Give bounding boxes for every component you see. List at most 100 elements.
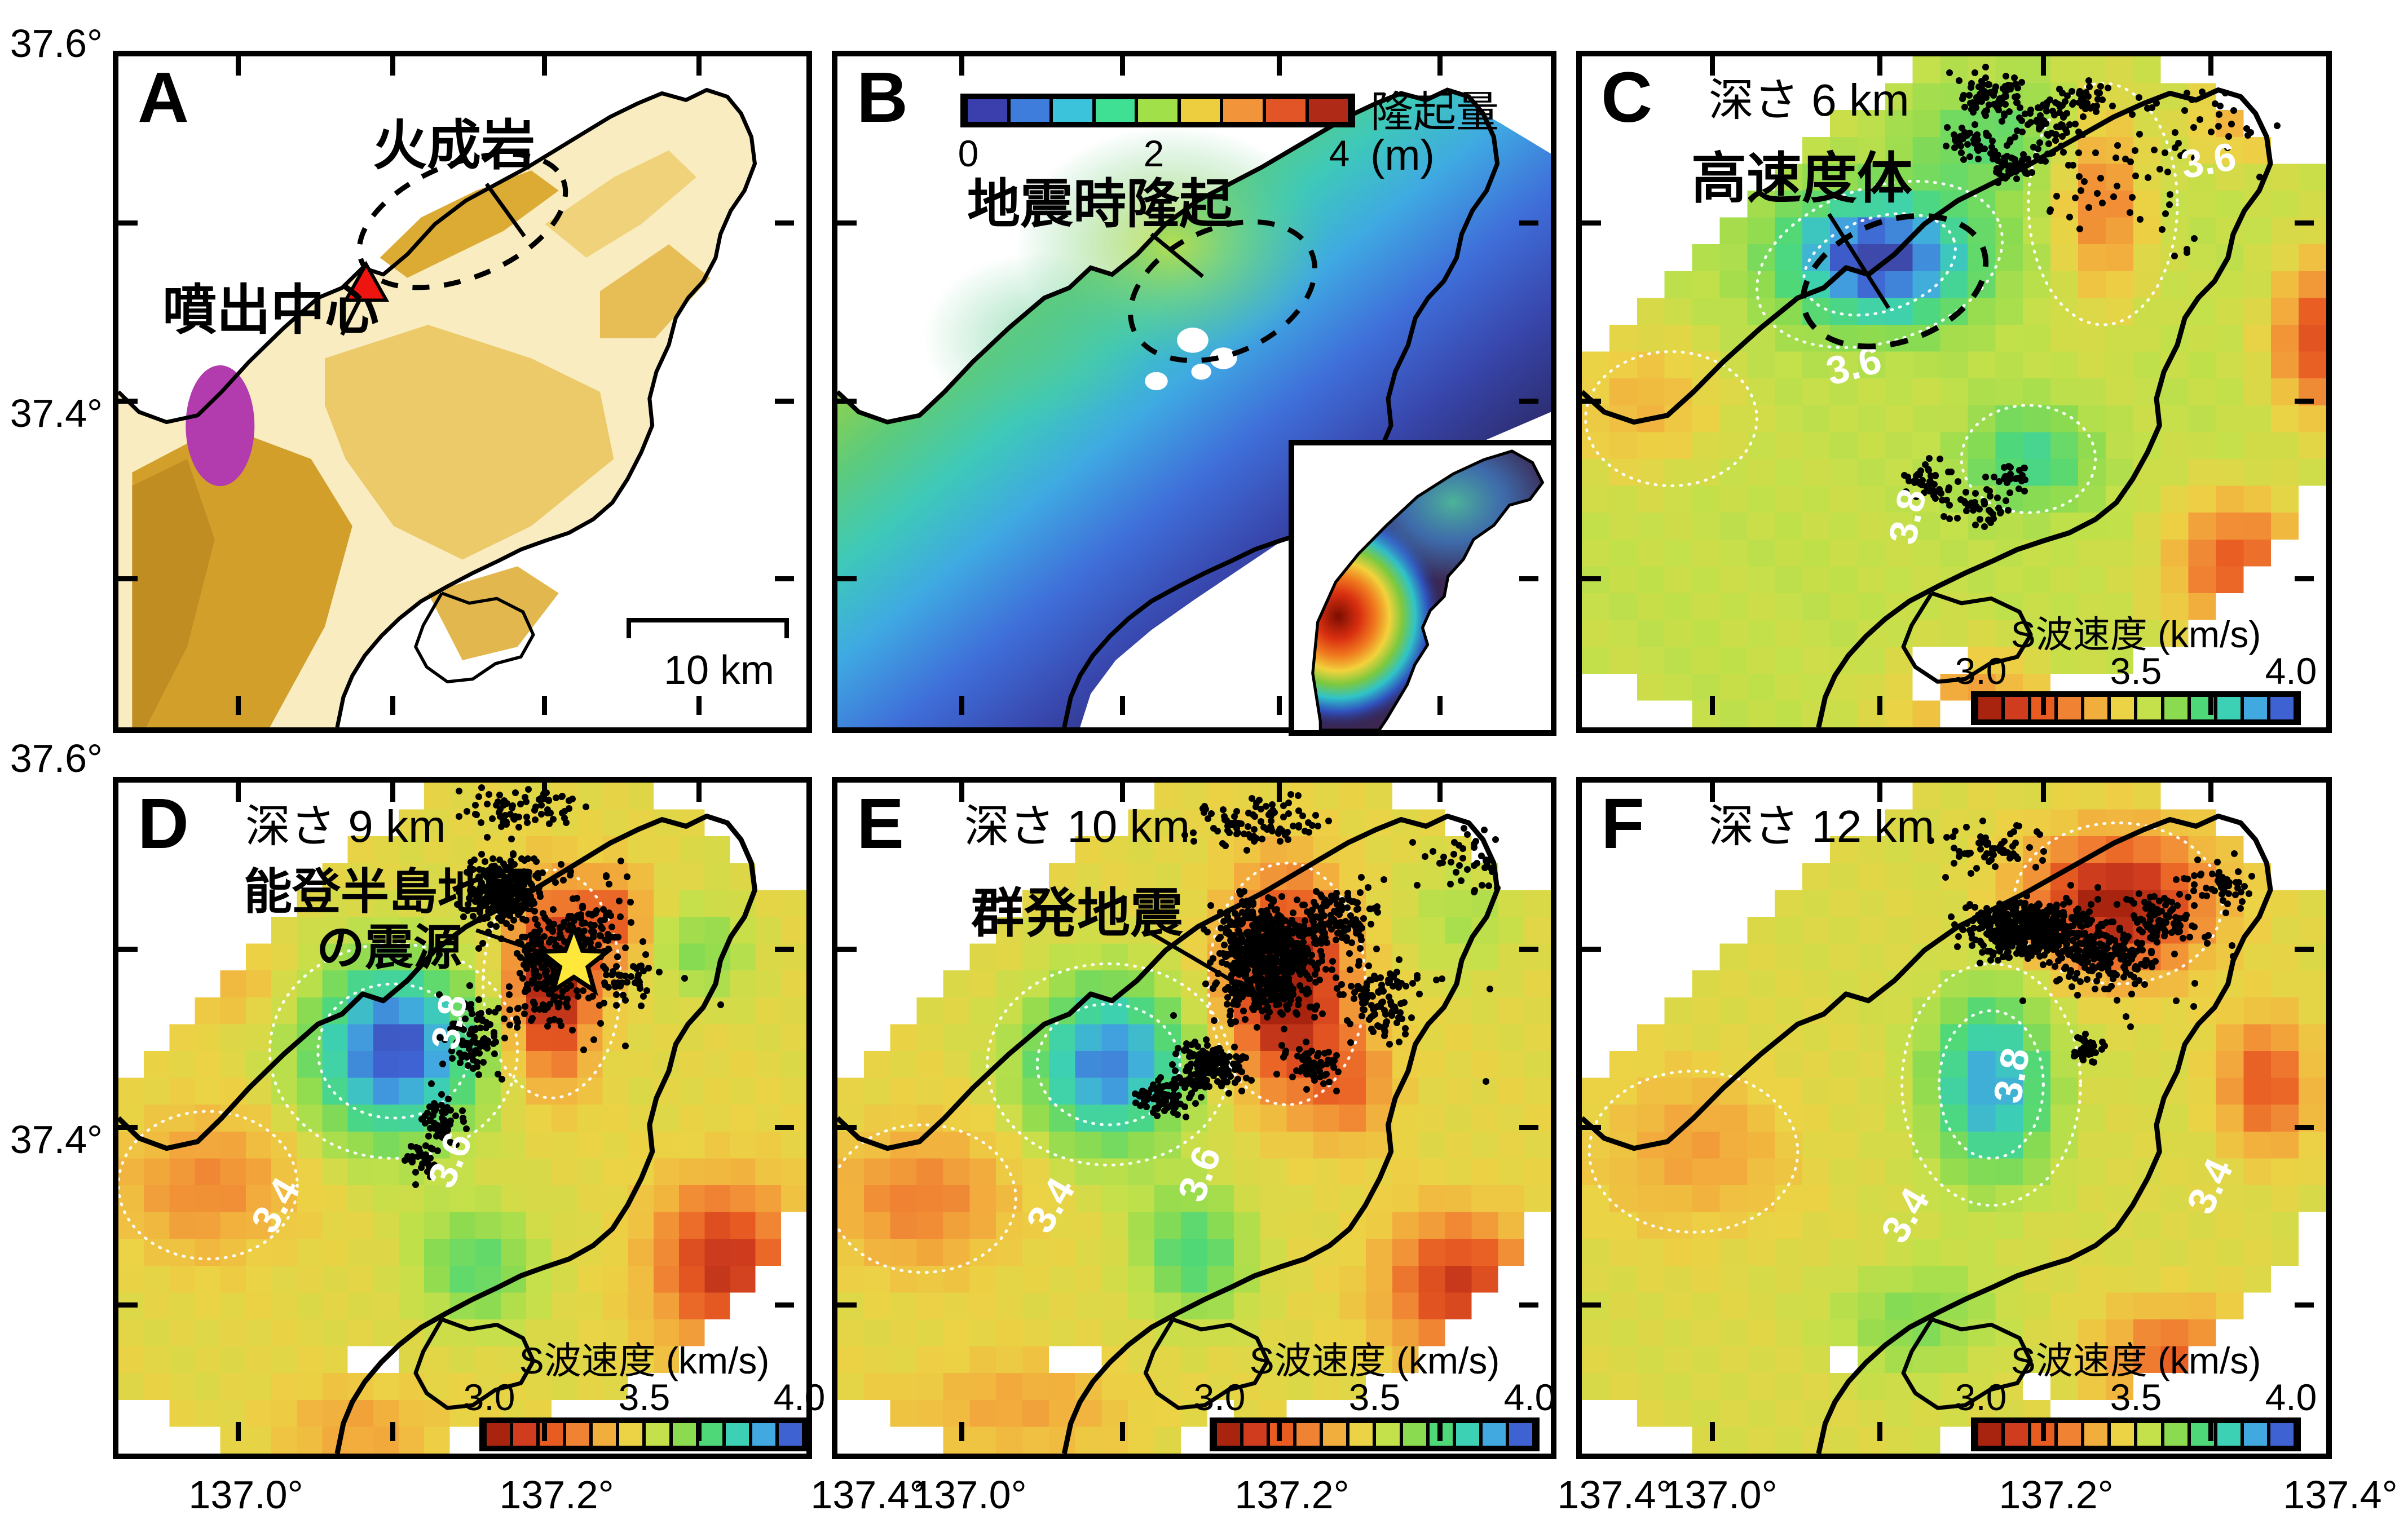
colorbar-segment <box>487 1423 510 1446</box>
velocity-colorbar-title-e: S波速度 (km/s) <box>1249 1340 1500 1381</box>
axis-tick <box>696 1422 702 1441</box>
v-tick-30-d: 3.0 <box>463 1376 515 1418</box>
depth-label-6km: 深さ 6 km <box>1709 75 1909 125</box>
uplift-colorbar-ticks: 0 2 4 <box>958 132 1355 174</box>
panel-letter-a: A <box>138 58 189 137</box>
axis-tick <box>959 783 965 802</box>
axis-tick <box>235 696 241 715</box>
colorbar-segment <box>2243 697 2267 719</box>
colorbar-segment <box>2111 697 2134 719</box>
colorbar-segment <box>778 1423 802 1446</box>
colorbar-segment <box>619 1423 643 1446</box>
velocity-contour <box>1035 1003 1181 1127</box>
colorbar-segment <box>1010 99 1050 122</box>
axis-tick <box>959 1422 965 1441</box>
axis-tick <box>1437 696 1443 715</box>
velocity-contour <box>837 1123 1017 1274</box>
colorbar-segment <box>1223 99 1263 122</box>
velocity-colorbar-ticks-f: 3.0 3.5 4.0 <box>1955 1376 2317 1418</box>
axis-tick <box>837 220 857 226</box>
colorbar-segment <box>2058 1423 2081 1446</box>
scalebar-label: 10 km <box>663 648 775 693</box>
no-data-patch <box>1177 328 1209 353</box>
colorbar-segment <box>2137 1423 2161 1446</box>
colorbar-segment <box>1349 1423 1373 1446</box>
axis-tick <box>235 783 241 802</box>
axis-tick <box>118 576 138 582</box>
bay-coastline-path <box>1901 1317 2033 1410</box>
panel-a-geology-map: A 火成岩 噴出中心 10 km <box>113 51 812 733</box>
velocity-colorbar-title-c: S波速度 (km/s) <box>2010 613 2261 655</box>
panel-c-tomography-6km: 3.6 3.8 3.6 C 深さ 6 km 高速度体 S波速度 (km/s) 3.0… <box>1576 51 2332 733</box>
axis-tick <box>775 1124 794 1130</box>
axis-tick <box>1877 56 1882 76</box>
axis-tick <box>541 56 547 76</box>
panel-letter-c: C <box>1601 58 1652 137</box>
contour-value-label: 3.8 <box>423 991 476 1053</box>
axis-tick <box>1709 783 1715 802</box>
map-overlay-9km: 3.83.63.4 <box>118 784 757 1454</box>
axis-tick <box>118 398 138 404</box>
lat-label-374-top: 37.4° <box>10 391 103 435</box>
velocity-colorbar-ticks-d: 3.0 3.5 4.0 <box>464 1376 826 1418</box>
axis-tick <box>1582 576 1601 582</box>
uplift-tick-0: 0 <box>958 133 979 174</box>
velocity-contour <box>1587 1070 1800 1234</box>
contour-value-label: 3.4 <box>2178 1152 2242 1220</box>
colorbar-segment <box>1296 1423 1320 1446</box>
uplift-area-ellipse <box>1128 219 1318 363</box>
earthquake-dots <box>1901 64 2281 530</box>
colorbar-segment <box>699 1423 722 1446</box>
uplift-field <box>837 90 1551 727</box>
lat-label-376-top: 37.6° <box>10 21 103 65</box>
axis-tick <box>1582 1302 1601 1308</box>
lon-label-1374-d: 137.4° <box>810 1473 925 1517</box>
colorbar-segment <box>2058 697 2081 719</box>
panel-b-uplift-map: B 0 2 4 隆起量 (m) 地震時隆起 <box>832 51 1556 736</box>
axis-tick <box>1709 696 1715 715</box>
contour-value-label: 3.4 <box>1018 1171 1083 1240</box>
v-tick-35-d: 3.5 <box>618 1376 671 1418</box>
velocity-colorbar-c: S波速度 (km/s) 3.0 3.5 4.0 <box>1955 604 2317 725</box>
velocity-contour <box>986 962 1232 1167</box>
axis-tick <box>118 1302 138 1308</box>
axis-tick <box>775 947 794 952</box>
axis-tick <box>2208 56 2214 76</box>
bay-coastline-path <box>414 591 535 683</box>
colorbar-segment <box>1978 1423 2002 1446</box>
colorbar-segment <box>1403 1423 1426 1446</box>
colorbar-segment <box>2137 697 2161 719</box>
colorbar-segment <box>1978 697 2002 719</box>
axis-tick <box>837 398 857 404</box>
axis-tick <box>2041 56 2047 76</box>
colorbar-segment <box>1243 1423 1267 1446</box>
colorbar-segment <box>2217 1423 2241 1446</box>
contour-value-label: 3.8 <box>1880 485 1935 547</box>
velocity-contour <box>1584 350 1758 488</box>
axis-tick <box>118 1124 138 1130</box>
axis-tick <box>1709 1422 1715 1441</box>
axis-tick <box>1437 783 1443 802</box>
axis-tick <box>235 56 241 76</box>
axis-tick <box>1519 1302 1538 1308</box>
v-tick-30-e: 3.0 <box>1193 1376 1246 1418</box>
uplift-colorbar-strip <box>960 94 1355 127</box>
axis-tick <box>1119 56 1125 76</box>
velocity-colorbar-ticks-c: 3.0 3.5 4.0 <box>1955 650 2317 692</box>
no-data-notch <box>1479 56 1551 140</box>
no-data-patch <box>1145 372 1168 391</box>
velocity-contour <box>2027 82 2179 326</box>
axis-tick <box>1277 1422 1282 1441</box>
no-data-patch <box>1191 364 1211 380</box>
geology-patch <box>600 244 711 338</box>
colorbar-segment <box>1323 1423 1347 1446</box>
v-tick-35-e: 3.5 <box>1348 1376 1401 1418</box>
velocity-colorbar-title-f: S波速度 (km/s) <box>2010 1340 2261 1381</box>
colorbar-segment <box>2084 1423 2108 1446</box>
coastline-path <box>1582 814 2273 1454</box>
colorbar-segment <box>1265 99 1306 122</box>
contour-value-label: 3.8 <box>1985 1045 2038 1106</box>
axis-tick <box>837 1302 857 1308</box>
igneous-rock-label: 火成岩 <box>373 116 535 176</box>
velocity-colorbar-strip-f <box>1971 1417 2301 1451</box>
